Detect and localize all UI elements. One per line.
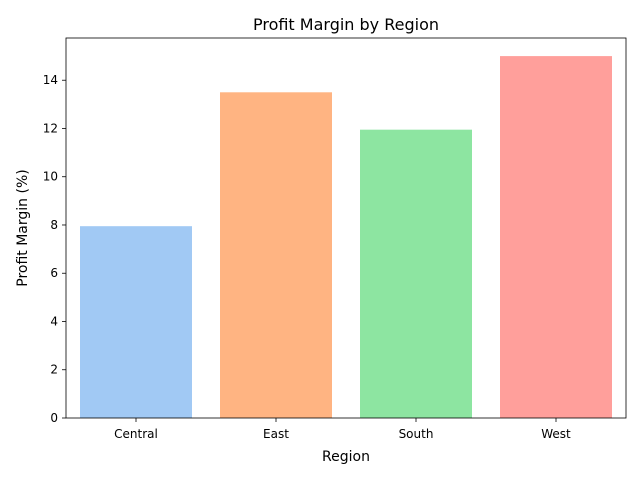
x-tick-label: South <box>399 427 434 441</box>
bar-west <box>500 56 612 418</box>
bar-south <box>360 129 472 418</box>
y-tick-label: 10 <box>43 170 58 184</box>
y-tick-label: 12 <box>43 121 58 135</box>
y-axis: 0 2 4 6 8 10 12 14 <box>43 73 66 425</box>
x-tick-label: Central <box>114 427 158 441</box>
y-tick-label: 6 <box>50 266 58 280</box>
x-tick-label: East <box>263 427 289 441</box>
y-tick-label: 0 <box>50 411 58 425</box>
bars-group <box>80 56 612 419</box>
y-axis-label: Profit Margin (%) <box>15 169 31 286</box>
y-tick-label: 4 <box>50 314 58 328</box>
chart-title: Profit Margin by Region <box>253 15 439 34</box>
x-axis-label: Region <box>322 449 370 465</box>
x-tick-label: West <box>541 427 571 441</box>
bar-central <box>80 226 192 418</box>
plot-frame <box>65 37 627 419</box>
y-tick-label: 2 <box>50 363 58 377</box>
x-axis: Central East South West <box>114 418 571 441</box>
y-tick-label: 8 <box>50 218 58 232</box>
y-tick-label: 14 <box>43 73 58 87</box>
bar-east <box>220 92 332 419</box>
